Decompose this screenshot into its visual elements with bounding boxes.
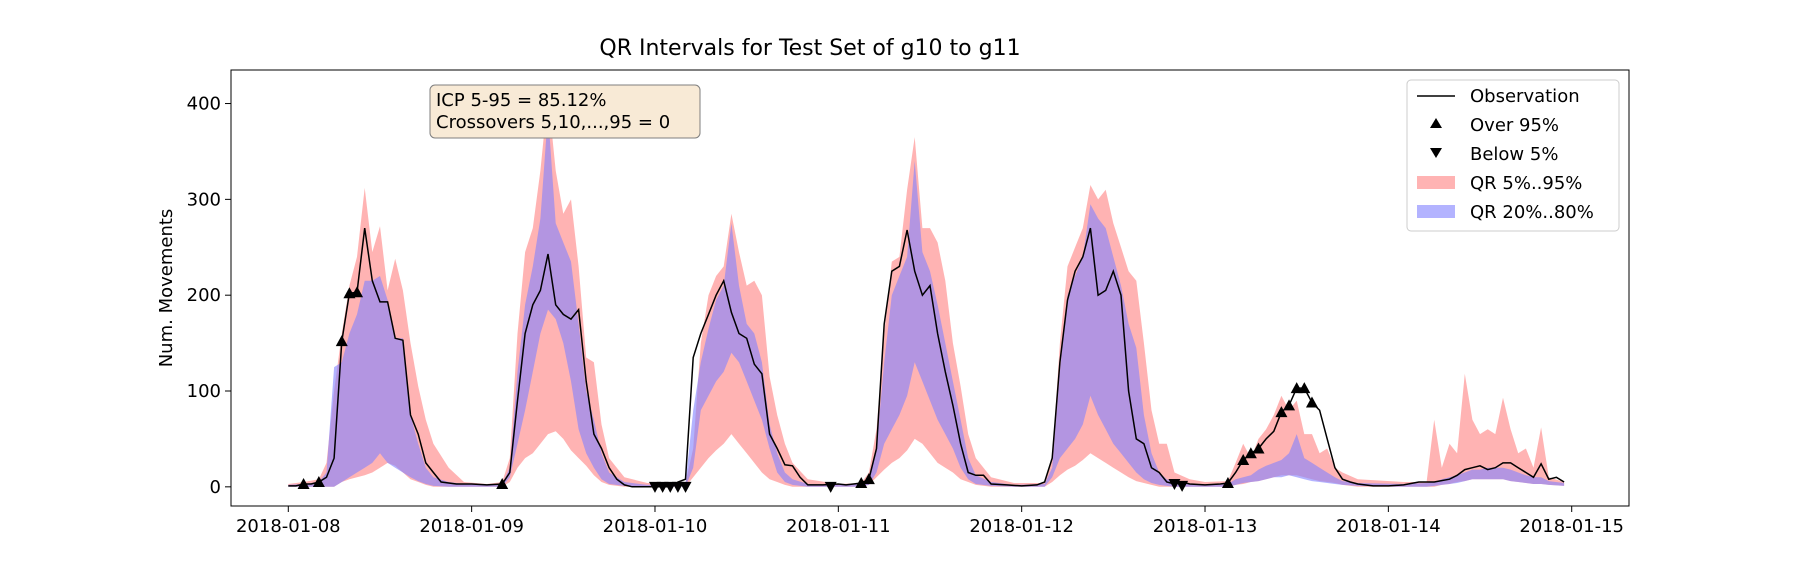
legend: Observation Over 95% Below 5% QR 5%..95%… — [1406, 79, 1620, 232]
plot-area — [288, 94, 1565, 493]
x-tick-label-3: 2018-01-11 — [786, 516, 891, 537]
band-qr-20-80 — [288, 113, 1565, 487]
over-95-marker-12 — [1275, 406, 1288, 418]
x-axis: 2018-01-08 2018-01-09 2018-01-10 2018-01-11… — [236, 506, 1624, 537]
over-95-marker-11 — [1252, 442, 1265, 454]
plot-frame — [230, 69, 1630, 507]
over-95-marker-16 — [1305, 396, 1318, 408]
legend-observation-label: Observation — [1470, 86, 1580, 107]
annotation-box: ICP 5-95 = 85.12% Crossovers 5,10,...,95… — [429, 84, 701, 139]
x-tick-label-6: 2018-01-14 — [1336, 516, 1441, 537]
over-95-marker-7 — [862, 473, 875, 485]
x-tick-label-0: 2018-01-08 — [236, 516, 341, 537]
x-tick-label-4: 2018-01-12 — [969, 516, 1074, 537]
y-tick-label-2: 200 — [187, 285, 221, 306]
over-95-marker-15 — [1298, 382, 1311, 394]
over-95-marker-2 — [335, 335, 348, 347]
legend-qr-20-80-swatch — [1417, 205, 1455, 218]
below-5-marker-4 — [679, 481, 692, 493]
x-tick-label-1: 2018-01-09 — [419, 516, 524, 537]
below-5-marker-2 — [664, 481, 677, 493]
below-5-marker-7 — [1176, 480, 1189, 492]
below-5-marker-0 — [648, 481, 661, 493]
legend-qr-5-95-swatch — [1417, 176, 1455, 189]
legend-qr-20-80-label: QR 20%..80% — [1470, 202, 1594, 223]
x-tick-label-7: 2018-01-15 — [1519, 516, 1624, 537]
below-5-marker-1 — [656, 481, 669, 493]
legend-qr-5-95-label: QR 5%..95% — [1470, 173, 1582, 194]
x-tick-label-5: 2018-01-13 — [1153, 516, 1258, 537]
chart-title: QR Intervals for Test Set of g10 to g11 — [599, 36, 1020, 61]
marker-layer — [297, 286, 1318, 493]
annotation-line-2: Crossovers 5,10,...,95 = 0 — [436, 112, 670, 133]
over-95-marker-9 — [1237, 454, 1250, 466]
over-95-marker-13 — [1283, 399, 1296, 411]
line-layer — [288, 227, 1565, 488]
y-tick-label-0: 0 — [210, 477, 221, 498]
annotation-line-1: ICP 5-95 = 85.12% — [436, 90, 606, 111]
y-tick-label-3: 300 — [187, 189, 221, 210]
legend-below-5-label: Below 5% — [1470, 144, 1558, 165]
y-axis-label: Num. Movements — [156, 209, 177, 368]
over-95-marker-14 — [1290, 382, 1303, 394]
legend-frame — [1406, 79, 1620, 232]
legend-over-95-label: Over 95% — [1470, 115, 1559, 136]
over-95-marker-5 — [496, 477, 509, 489]
annotation-background — [429, 84, 701, 139]
legend-over-95-swatch — [1430, 118, 1442, 128]
y-tick-label-4: 400 — [187, 94, 221, 115]
legend-below-5-swatch — [1430, 148, 1442, 158]
x-tick-label-2: 2018-01-10 — [603, 516, 708, 537]
over-95-marker-4 — [351, 286, 364, 298]
y-axis: 0 100 200 300 400 — [187, 94, 231, 498]
below-5-marker-3 — [671, 481, 684, 493]
below-5-marker-5 — [824, 481, 837, 493]
over-95-marker-0 — [297, 477, 310, 489]
over-95-marker-6 — [855, 477, 868, 489]
observation-line — [288, 227, 1565, 488]
over-95-marker-8 — [1221, 477, 1234, 489]
over-95-marker-10 — [1244, 447, 1257, 459]
over-95-marker-1 — [312, 476, 325, 488]
y-tick-label-1: 100 — [187, 381, 221, 402]
